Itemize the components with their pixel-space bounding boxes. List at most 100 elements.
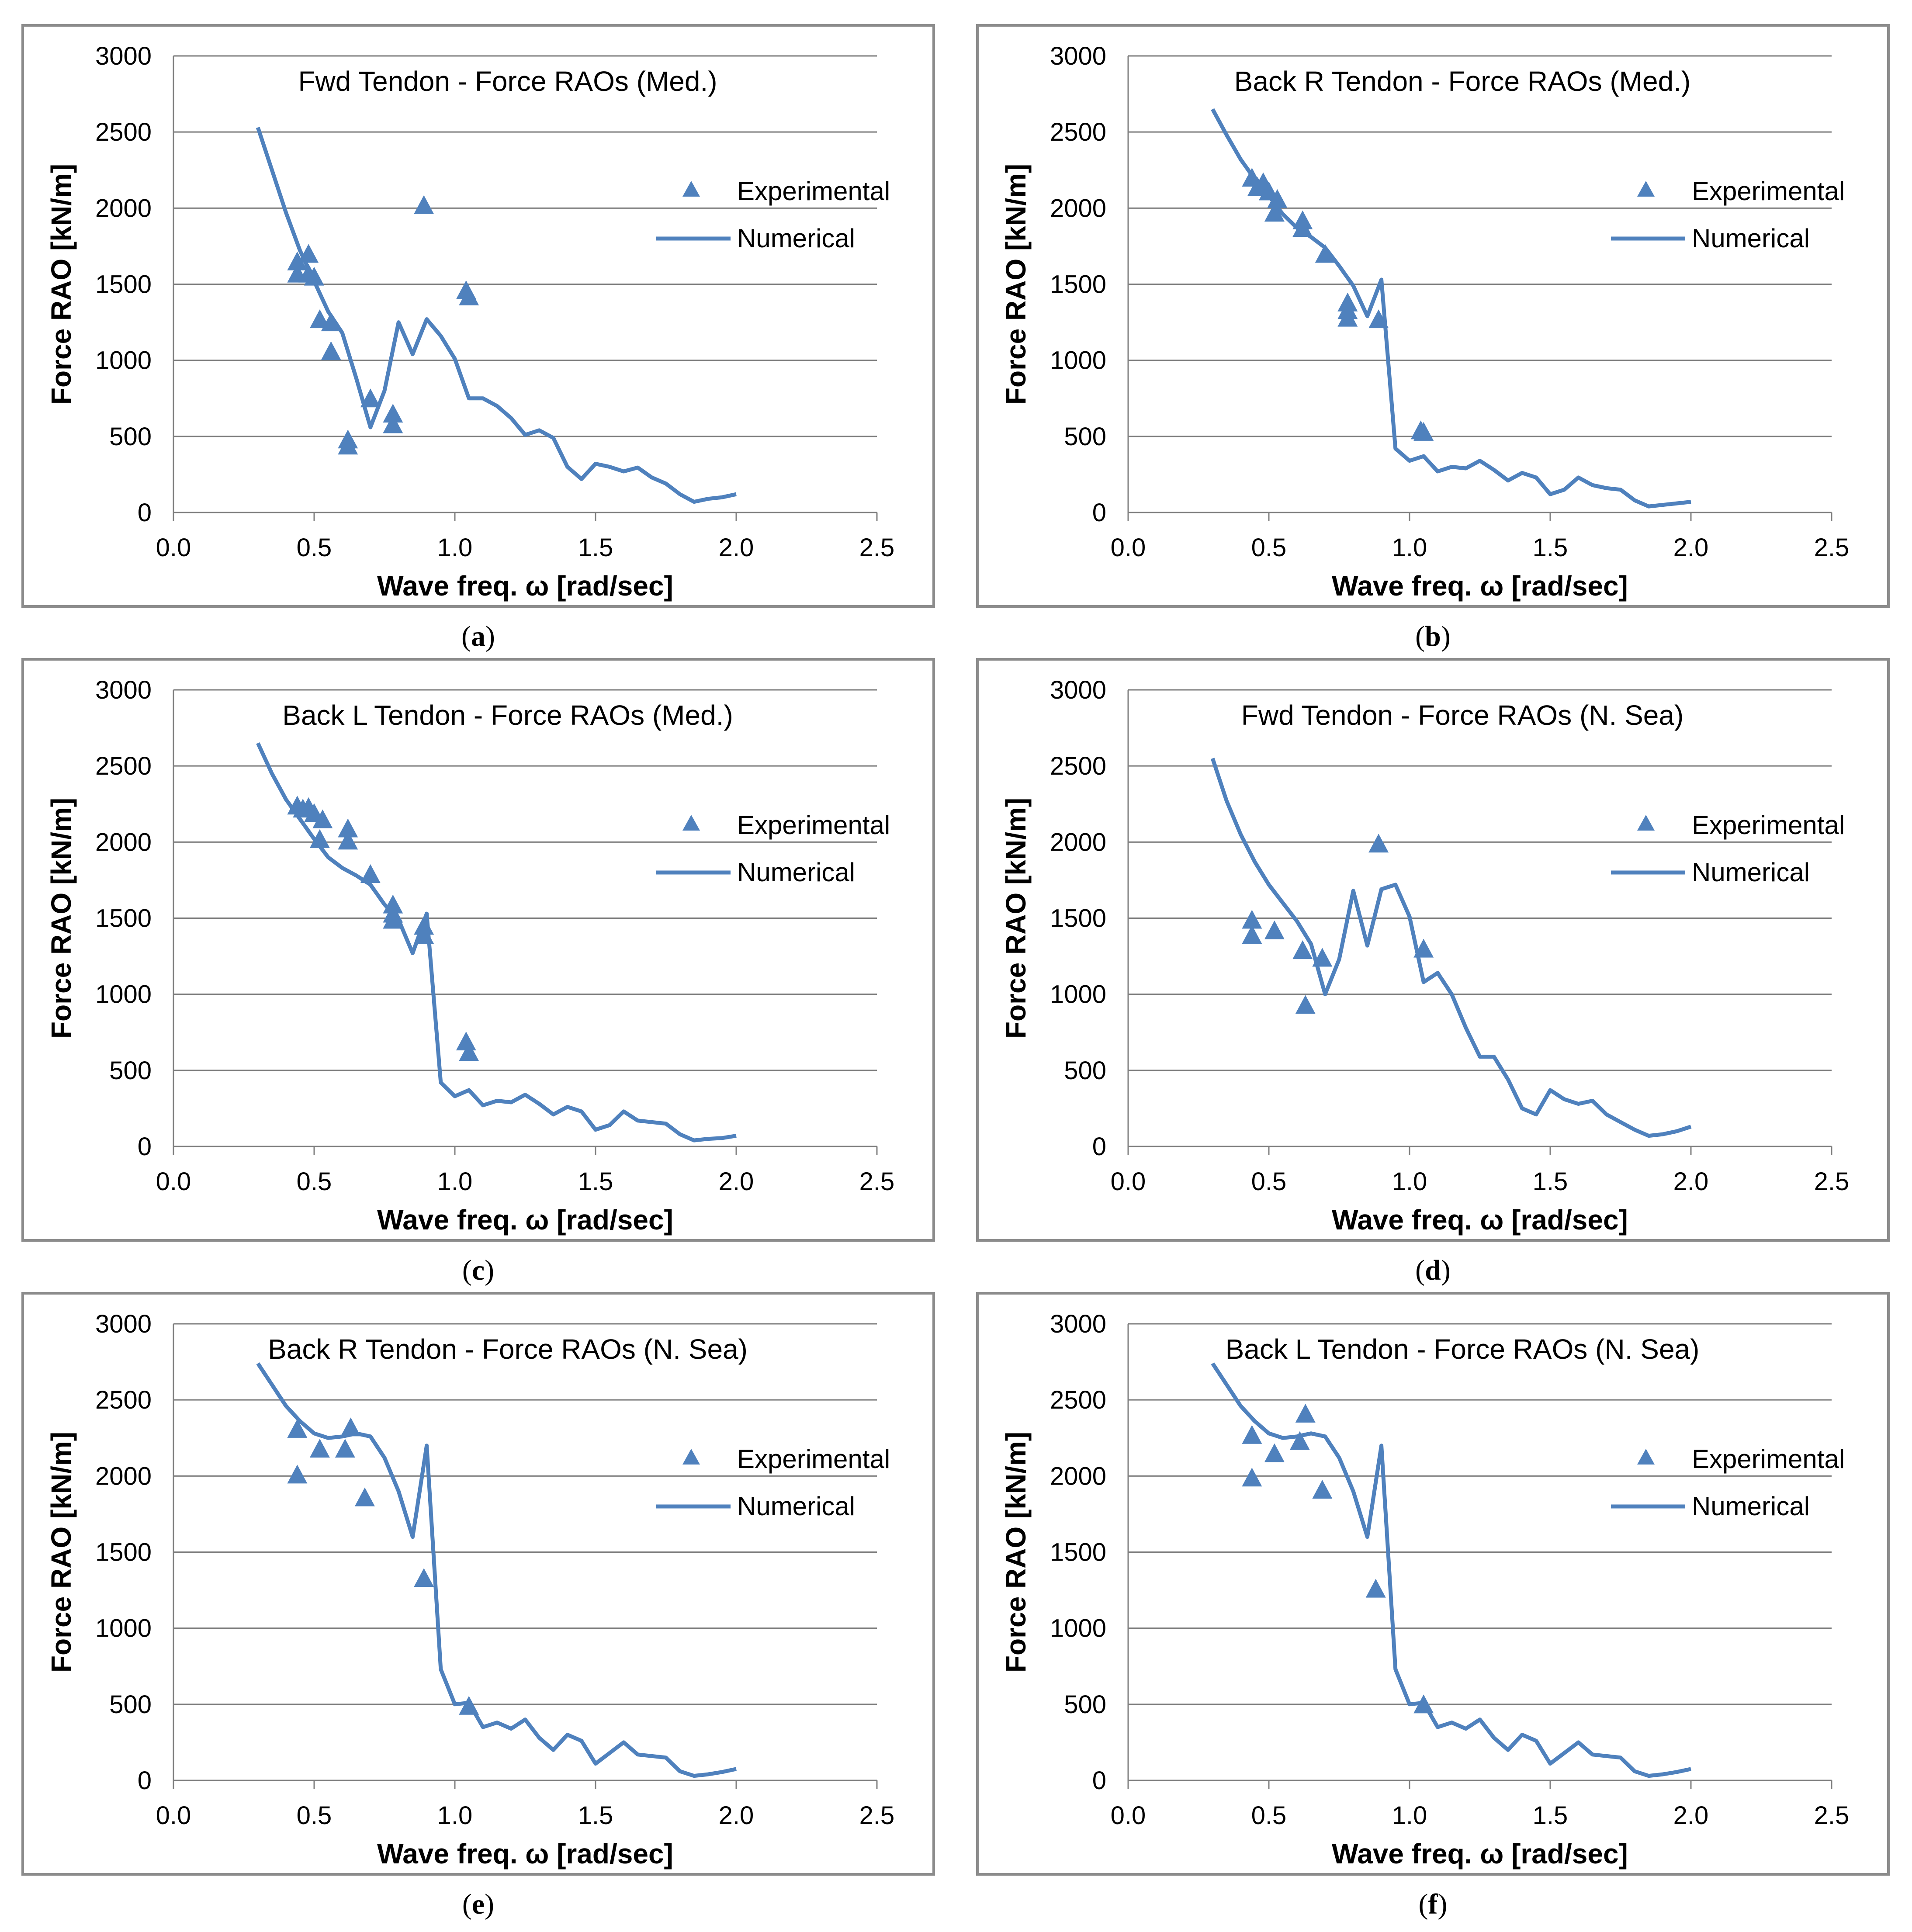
legend-marker-experimental (682, 181, 700, 197)
legend-label-experimental: Experimental (1692, 177, 1845, 206)
legend-marker-experimental (682, 815, 700, 831)
experimental-point (304, 267, 324, 286)
x-tick-label: 0.0 (1111, 1167, 1146, 1196)
experimental-point (360, 864, 381, 883)
y-tick-label: 1000 (95, 1614, 152, 1643)
legend-marker-experimental (1637, 1449, 1655, 1465)
x-tick-label: 0.5 (297, 1167, 332, 1196)
y-tick-label: 1000 (1050, 346, 1106, 375)
chart-panel-a: 0 500 1000 1500 2000 2500 3000 0.0 0.5 1.0 1.5 2.0 2… (21, 24, 935, 652)
x-tick-label: 2.0 (1673, 533, 1709, 562)
x-tick-label: 2.0 (1673, 1801, 1709, 1830)
y-tick-label: 500 (1064, 422, 1106, 451)
x-tick-label: 2.5 (1814, 533, 1850, 562)
y-tick-label: 1500 (1050, 904, 1106, 933)
x-tick-label: 1.0 (1392, 1167, 1427, 1196)
x-tick-label: 0.5 (1251, 1801, 1287, 1830)
experimental-point (383, 414, 403, 433)
experimental-point (1312, 1480, 1333, 1499)
x-tick-label: 1.0 (437, 533, 473, 562)
experimental-point (456, 1032, 476, 1051)
x-tick-label: 2.0 (719, 1801, 754, 1830)
x-tick-label: 0.5 (297, 1801, 332, 1830)
x-tick-label: 0.0 (1111, 1801, 1146, 1830)
y-tick-label: 2000 (95, 1462, 152, 1490)
y-tick-label: 1500 (95, 270, 152, 299)
y-axis-label: Force RAO [kN/m] (45, 1432, 77, 1672)
experimental-point (335, 1439, 355, 1458)
experimental-point (321, 341, 341, 360)
x-axis-label: Wave freq. ω [rad/sec] (377, 1204, 673, 1236)
y-axis-label: Force RAO [kN/m] (1000, 798, 1032, 1039)
y-tick-label: 0 (1092, 1766, 1106, 1795)
x-tick-label: 2.0 (719, 533, 754, 562)
x-tick-label: 1.0 (1392, 1801, 1427, 1830)
x-tick-label: 0.5 (297, 533, 332, 562)
legend-label-numerical: Numerical (737, 1492, 855, 1521)
experimental-point (298, 244, 319, 263)
x-tick-label: 2.0 (1673, 1167, 1709, 1196)
x-tick-label: 1.5 (578, 1801, 613, 1830)
legend-label-numerical: Numerical (1692, 224, 1810, 253)
experimental-point (1267, 189, 1288, 208)
y-tick-label: 1000 (95, 980, 152, 1009)
experimental-point (287, 251, 308, 270)
chart-title: Fwd Tendon - Force RAOs (Med.) (298, 66, 717, 97)
y-tick-label: 1000 (95, 346, 152, 375)
experimental-point (383, 910, 403, 929)
x-tick-label: 0.0 (1111, 533, 1146, 562)
x-tick-label: 2.5 (859, 1801, 895, 1830)
experimental-point (459, 1696, 479, 1715)
y-tick-label: 1500 (1050, 1538, 1106, 1567)
y-tick-label: 2000 (1050, 194, 1106, 222)
chart-frame (976, 658, 1890, 1242)
x-tick-label: 1.0 (437, 1801, 473, 1830)
y-tick-label: 1500 (95, 904, 152, 933)
chart-frame (976, 24, 1890, 608)
experimental-point (1264, 1443, 1285, 1462)
legend-marker-experimental (1637, 181, 1655, 197)
y-tick-label: 2500 (95, 1386, 152, 1414)
x-tick-label: 1.5 (1533, 1167, 1568, 1196)
experimental-point (309, 829, 330, 848)
x-tick-label: 2.5 (1814, 1167, 1850, 1196)
numerical-series-line (256, 1362, 737, 1778)
legend-label-experimental: Experimental (1692, 1444, 1845, 1474)
experimental-point (354, 1487, 375, 1506)
x-tick-label: 0.0 (156, 1167, 191, 1196)
legend-label-numerical: Numerical (737, 224, 855, 253)
x-tick-label: 0.5 (1251, 1167, 1287, 1196)
y-axis-label: Force RAO [kN/m] (45, 164, 77, 405)
y-tick-label: 2000 (95, 194, 152, 222)
experimental-point (1264, 920, 1285, 939)
y-tick-label: 2000 (95, 828, 152, 856)
numerical-series-line (1211, 108, 1691, 509)
chart-panel-f: 0 500 1000 1500 2000 2500 3000 0.0 0.5 1.0 1.5 2.0 2… (976, 1292, 1890, 1920)
experimental-point (309, 1439, 330, 1458)
y-tick-label: 3000 (1050, 1310, 1106, 1338)
y-tick-label: 500 (109, 1690, 152, 1719)
y-tick-label: 3000 (1050, 676, 1106, 704)
experimental-point (287, 1419, 308, 1438)
chart-panel-b: 0 500 1000 1500 2000 2500 3000 0.0 0.5 1.0 1.5 2.0 2… (976, 24, 1890, 652)
x-tick-label: 1.5 (578, 533, 613, 562)
chart-title: Back L Tendon - Force RAOs (N. Sea) (1226, 1333, 1700, 1365)
y-tick-label: 0 (138, 1766, 152, 1795)
y-tick-label: 500 (109, 422, 152, 451)
numerical-series-line (256, 742, 737, 1143)
chart-frame (976, 1292, 1890, 1876)
chart-frame (21, 24, 935, 608)
y-tick-label: 2500 (1050, 752, 1106, 780)
experimental-point (1365, 1579, 1386, 1598)
y-tick-label: 2500 (1050, 118, 1106, 146)
y-tick-label: 2500 (95, 752, 152, 780)
y-tick-label: 0 (1092, 1132, 1106, 1161)
y-tick-label: 2500 (1050, 1386, 1106, 1414)
experimental-point (414, 925, 434, 944)
legend-label-numerical: Numerical (1692, 1492, 1810, 1521)
y-tick-label: 2500 (95, 118, 152, 146)
chart-title: Back L Tendon - Force RAOs (Med.) (282, 699, 733, 731)
experimental-point (1292, 218, 1313, 237)
experimental-point (1337, 308, 1358, 327)
chart-panel-d: 0 500 1000 1500 2000 2500 3000 0.0 0.5 1.0 1.5 2.0 2… (976, 658, 1890, 1286)
